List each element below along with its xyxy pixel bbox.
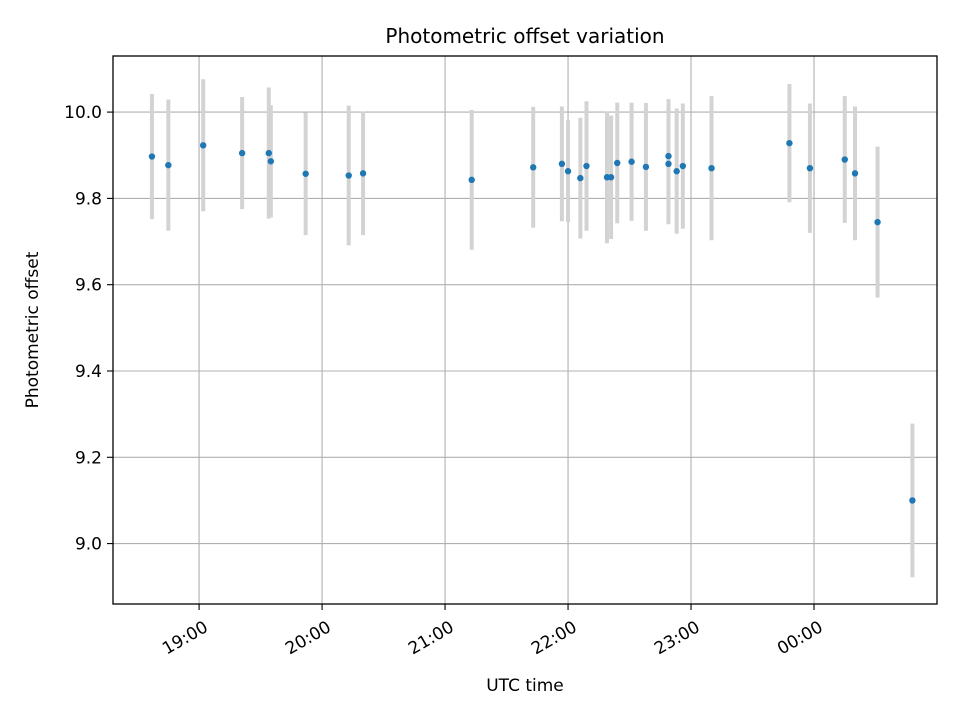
data-point	[679, 162, 687, 170]
data-point	[673, 168, 680, 175]
data-points	[148, 139, 916, 504]
data-point	[874, 218, 881, 226]
data-point	[851, 170, 859, 177]
x-axis-label: UTC time	[486, 676, 564, 696]
data-point	[238, 149, 246, 157]
data-point	[708, 164, 715, 172]
data-point	[148, 153, 156, 160]
y-tick-label: 9.0	[75, 535, 102, 555]
y-tick-label: 9.2	[75, 448, 102, 468]
data-point	[841, 156, 848, 163]
y-tick-label: 10.0	[64, 103, 102, 123]
data-point	[614, 159, 621, 167]
data-point	[165, 161, 172, 169]
data-point	[806, 164, 814, 172]
y-axis: 9.0 9.2 9.4 9.6 9.8 10.0	[64, 103, 113, 555]
data-point	[607, 174, 615, 181]
data-point	[345, 172, 352, 179]
data-point	[642, 163, 650, 171]
chart-title: Photometric offset variation	[385, 24, 664, 48]
data-point	[302, 170, 309, 177]
y-tick-label: 9.6	[75, 276, 102, 296]
data-point	[199, 142, 207, 149]
data-point	[577, 174, 584, 182]
data-point	[558, 160, 566, 168]
data-point	[665, 160, 672, 168]
data-point	[267, 158, 275, 165]
data-point	[786, 139, 793, 147]
data-point	[265, 149, 272, 157]
data-point	[665, 152, 672, 160]
data-point	[628, 158, 635, 165]
y-axis-label: Photometric offset	[23, 251, 43, 408]
data-point	[564, 168, 572, 175]
data-point	[583, 162, 590, 170]
y-tick-label: 9.8	[75, 189, 102, 209]
data-point	[909, 497, 916, 504]
plot-frame	[112, 55, 938, 605]
data-point	[529, 164, 537, 171]
grid	[113, 56, 937, 604]
data-point	[359, 170, 367, 177]
y-tick-label: 9.4	[75, 362, 102, 382]
data-point	[468, 176, 475, 184]
